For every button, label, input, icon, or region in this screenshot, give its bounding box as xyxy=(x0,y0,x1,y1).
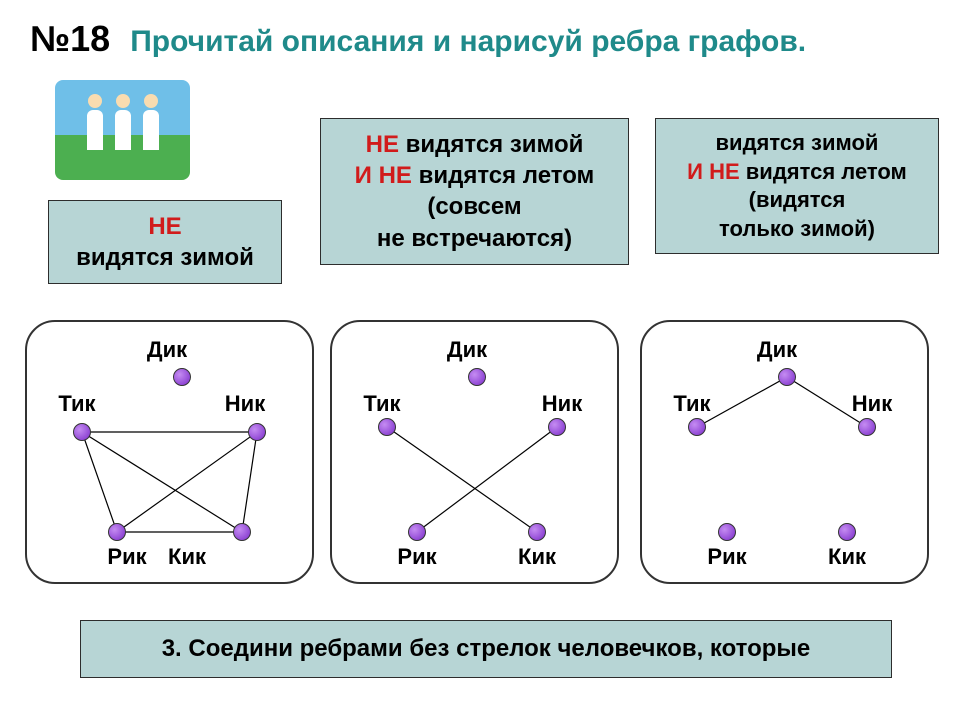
node-nik xyxy=(248,423,266,441)
node-kik xyxy=(233,523,251,541)
label-tik: Тик xyxy=(58,391,95,417)
node-rik xyxy=(408,523,426,541)
node-dik xyxy=(468,368,486,386)
node-kik xyxy=(528,523,546,541)
label-nik: Ник xyxy=(225,391,265,417)
label-tik: Тик xyxy=(363,391,400,417)
label-kik: Кик xyxy=(518,544,556,570)
label-kik: Кик xyxy=(828,544,866,570)
page-title: Прочитай описания и нарисуй ребра графов… xyxy=(130,25,806,59)
label-tik: Тик xyxy=(673,391,710,417)
card-only-winter: видятся зимой И НЕ видятся летом (видятс… xyxy=(655,118,939,254)
label-dik: Дик xyxy=(757,337,797,363)
node-nik xyxy=(858,418,876,436)
label-nik: Ник xyxy=(542,391,582,417)
node-nik xyxy=(548,418,566,436)
label-rik: Рик xyxy=(397,544,436,570)
node-kik xyxy=(838,523,856,541)
node-tik xyxy=(73,423,91,441)
node-rik xyxy=(108,523,126,541)
label-nik: Ник xyxy=(852,391,892,417)
graph-3: Дик Тик Ник Рик Кик xyxy=(640,320,929,584)
task-number: №18 xyxy=(30,18,110,60)
label-rik: Рик xyxy=(707,544,746,570)
node-tik xyxy=(688,418,706,436)
card-not-winter-not-summer: НЕ видятся зимой И НЕ видятся летом (сов… xyxy=(320,118,629,265)
node-dik xyxy=(778,368,796,386)
kids-illustration xyxy=(55,80,190,180)
node-tik xyxy=(378,418,396,436)
node-dik xyxy=(173,368,191,386)
graph-2: Дик Тик Ник Рик Кик xyxy=(330,320,619,584)
footer-instruction: 3. Соедини ребрами без стрелок человечко… xyxy=(80,620,892,678)
label-rik: Рик xyxy=(107,544,146,570)
node-rik xyxy=(718,523,736,541)
card-not-winter: НЕ видятся зимой xyxy=(48,200,282,284)
label-dik: Дик xyxy=(147,337,187,363)
label-kik: Кик xyxy=(168,544,206,570)
label-dik: Дик xyxy=(447,337,487,363)
graph-1: Дик Тик Ник Рик Кик xyxy=(25,320,314,584)
